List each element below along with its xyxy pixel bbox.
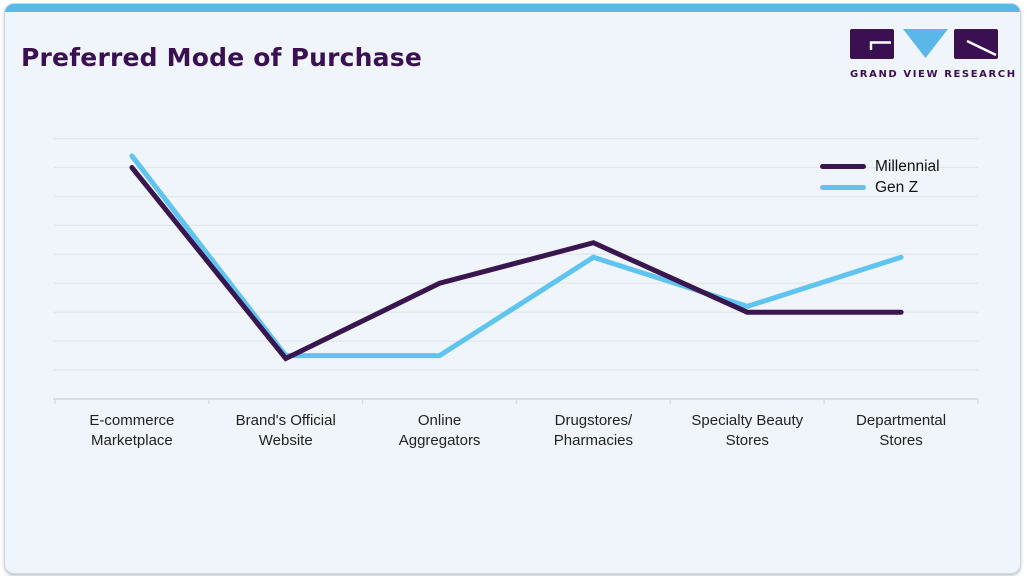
- x-axis-label-line: E-commerce: [89, 412, 175, 429]
- chart-legend: Millennial Gen Z: [820, 156, 940, 198]
- series-line-millennial: [129, 165, 904, 362]
- gvr-logo-text: GRAND VIEW RESEARCH: [850, 69, 1017, 80]
- legend-line-swatch: [820, 185, 866, 190]
- x-axis-label: Specialty Beauty Stores: [657, 411, 837, 451]
- x-axis-label: Brand's Official Website: [196, 411, 376, 451]
- x-axis-label-line: Departmental: [856, 412, 947, 429]
- logo-v-triangle: [903, 29, 948, 58]
- x-axis-label-line: Website: [258, 432, 313, 449]
- legend-item-gen-z: Gen Z: [820, 177, 940, 198]
- legend-line-swatch: [820, 164, 866, 169]
- top-accent-bar: [5, 4, 1020, 12]
- x-axis-label: E-commerce Marketplace: [42, 411, 222, 451]
- report-card: Preferred Mode of Purchase GRAND VIEW RE…: [4, 3, 1021, 574]
- x-axis-label-line: Stores: [879, 432, 923, 449]
- x-axis-label-line: Pharmacies: [553, 432, 633, 449]
- x-axis-label-line: Aggregators: [398, 432, 481, 449]
- gvr-logo: GRAND VIEW RESEARCH: [850, 29, 1017, 80]
- legend-item-millennial: Millennial: [820, 156, 940, 177]
- logo-r-leg: [966, 39, 997, 57]
- x-axis-label-line: Online: [417, 412, 462, 429]
- chart-canvas: [53, 137, 979, 404]
- x-axis-label-line: Specialty Beauty: [691, 412, 804, 429]
- x-axis-label: Online Aggregators: [350, 411, 530, 451]
- page-title: Preferred Mode of Purchase: [21, 42, 422, 72]
- logo-g-notch: [869, 41, 891, 50]
- line-chart: E-commerce Marketplace Brand's Official Web…: [5, 4, 1020, 573]
- x-axis-label: Departmental Stores: [811, 411, 991, 451]
- x-axis-label-line: Marketplace: [91, 432, 173, 449]
- x-axis-label-line: Brand's Official: [235, 412, 336, 429]
- x-axis-label-line: Stores: [725, 432, 769, 449]
- legend-label: Millennial: [875, 157, 940, 175]
- x-axis-label: Drugstores/Pharmacies: [503, 411, 683, 451]
- series-line-gen-z: [129, 153, 904, 359]
- gvr-logo-icon: [850, 29, 998, 59]
- legend-label: Gen Z: [875, 178, 919, 196]
- x-axis-label-line: Drugstores/: [554, 412, 633, 429]
